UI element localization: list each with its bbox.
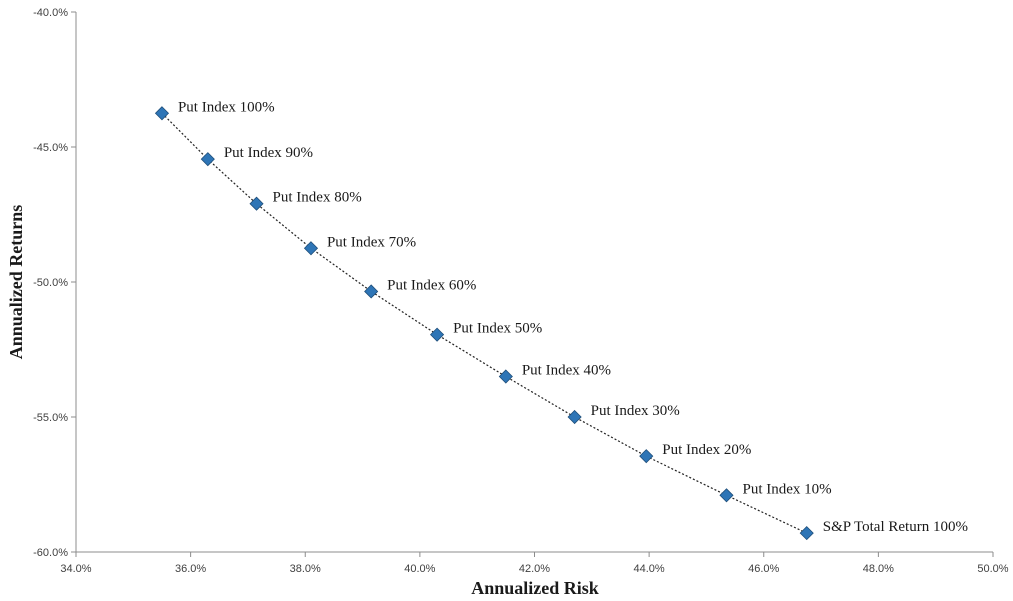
data-point-marker [364,284,379,299]
trendline [161,112,807,534]
data-point-label: Put Index 80% [273,190,362,206]
data-points [154,106,814,541]
data-point-label: S&P Total Return 100% [823,519,968,535]
data-point-marker [154,106,170,121]
data-point-marker [430,327,445,342]
data-point-marker [303,241,319,256]
y-tick-label: -45.0% [33,142,68,154]
y-tick-label: -40.0% [33,7,68,19]
x-tick-label: 50.0% [977,563,1008,575]
y-tick-label: -60.0% [33,547,68,559]
data-labels: Put Index 100% Put Index 90% Put Index 80%… [178,99,968,535]
axes [75,12,993,553]
x-tick-label: 48.0% [863,563,894,575]
data-point-label: Put Index 30% [591,403,680,419]
data-point-label: Put Index 70% [327,234,416,250]
data-point-label: Put Index 100% [178,99,275,115]
x-tick-label: 44.0% [634,563,665,575]
data-point-label: Put Index 20% [662,442,751,458]
data-point-marker [249,196,264,211]
x-tick-label: 36.0% [175,563,206,575]
data-point-label: Put Index 40% [522,363,611,379]
data-point-marker [639,449,654,464]
data-point-marker [567,409,582,425]
data-point-label: Put Index 60% [387,277,476,293]
data-point-marker [799,526,814,541]
x-tick-label: 46.0% [748,563,779,575]
data-point-label: Put Index 50% [453,321,542,337]
x-tick-label: 40.0% [404,563,435,575]
y-axis-title: Annualized Returns [6,205,26,360]
data-point-marker [200,152,215,167]
x-tick-label: 34.0% [60,563,91,575]
y-tick-label: -55.0% [33,412,68,424]
x-tick-label: 38.0% [290,563,321,575]
data-point-marker [719,488,734,503]
y-tick-label: -50.0% [33,277,68,289]
data-point-label: Put Index 10% [742,481,831,497]
data-point-label: Put Index 90% [224,145,313,161]
x-axis-title: Annualized Risk [471,578,599,598]
data-point-marker [498,369,513,384]
x-tick-label: 42.0% [519,563,550,575]
x-axis-ticks: 34.0% 36.0% 38.0% 40.0% 42.0% 44.0% 46.0% 48.0%… [60,552,1009,575]
y-axis-ticks: -60.0% -55.0% -50.0% -45.0% -40.0% [33,7,76,559]
